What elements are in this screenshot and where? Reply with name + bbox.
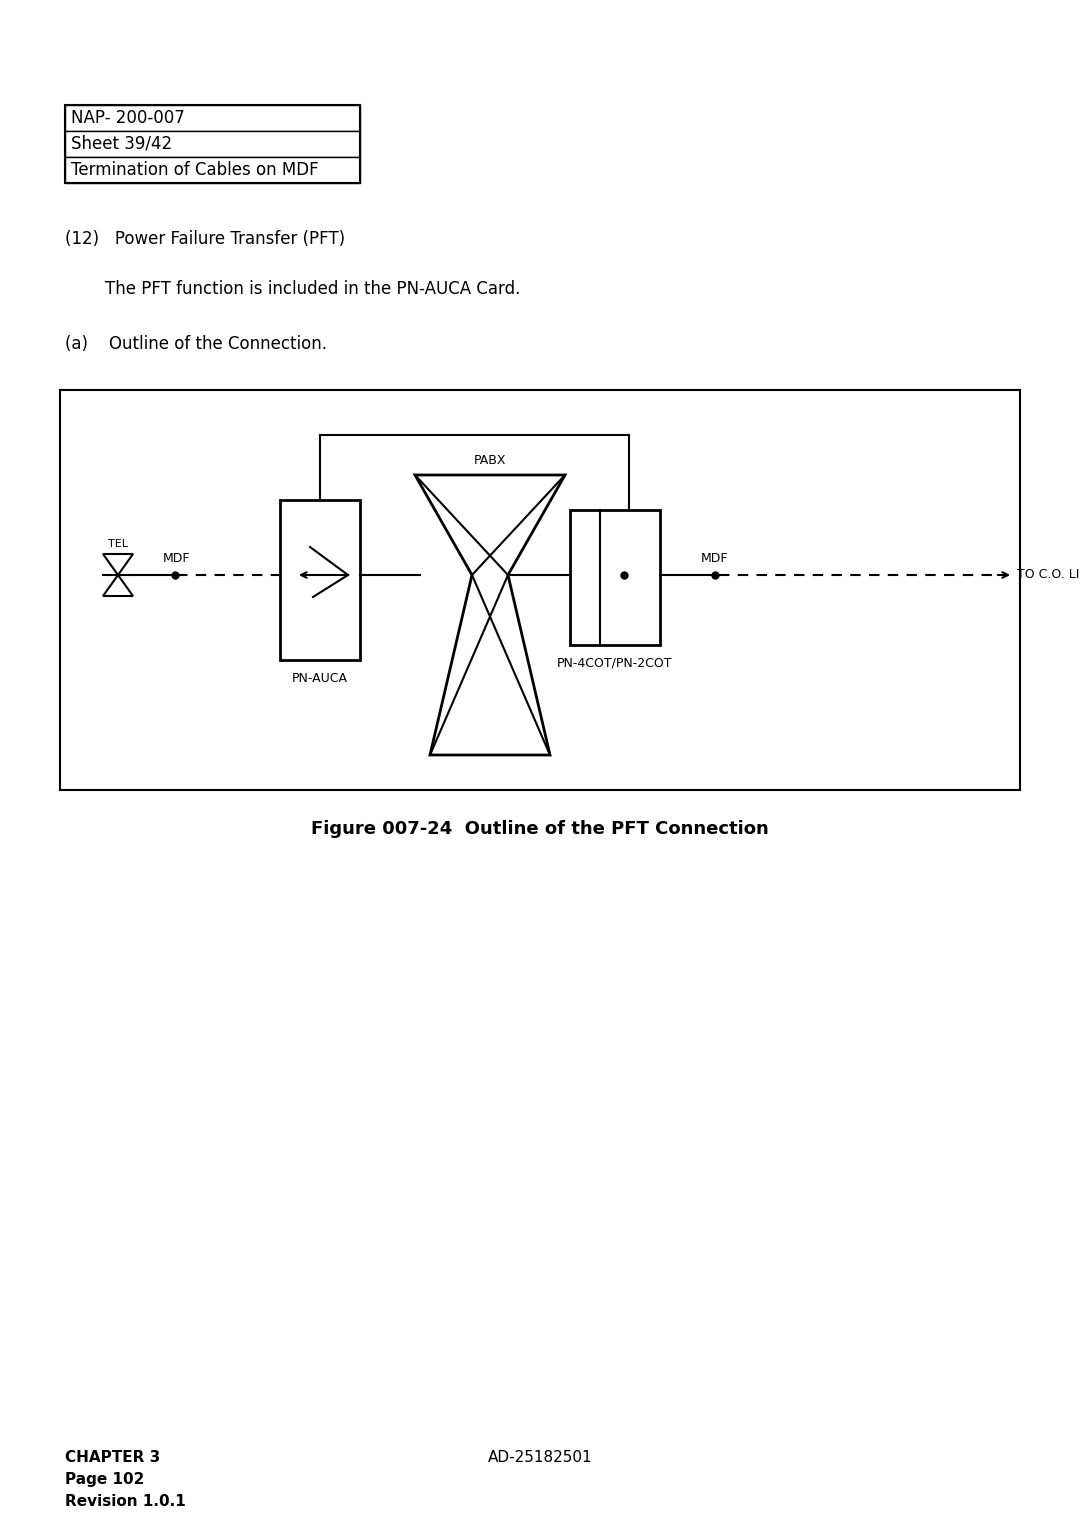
Polygon shape bbox=[103, 555, 133, 596]
Text: CHAPTER 3
Page 102
Revision 1.0.1: CHAPTER 3 Page 102 Revision 1.0.1 bbox=[65, 1450, 186, 1510]
Polygon shape bbox=[415, 475, 565, 755]
Bar bbox=[60, 390, 1020, 790]
Text: (a)    Outline of the Connection.: (a) Outline of the Connection. bbox=[65, 335, 327, 353]
Bar bbox=[65, 105, 360, 183]
Text: AD-25182501: AD-25182501 bbox=[488, 1450, 592, 1465]
Text: MDF: MDF bbox=[701, 552, 729, 565]
Text: Termination of Cables on MDF: Termination of Cables on MDF bbox=[71, 160, 319, 179]
Text: PABX: PABX bbox=[474, 454, 507, 468]
Bar bbox=[570, 510, 660, 645]
Bar bbox=[65, 157, 360, 183]
Text: TO C.O. LINE: TO C.O. LINE bbox=[1017, 568, 1080, 582]
Text: (12)   Power Failure Transfer (PFT): (12) Power Failure Transfer (PFT) bbox=[65, 231, 346, 248]
Bar bbox=[65, 131, 360, 157]
Bar bbox=[65, 105, 360, 131]
Bar bbox=[280, 500, 360, 660]
Text: PN-AUCA: PN-AUCA bbox=[292, 672, 348, 685]
Text: MDF: MDF bbox=[163, 552, 191, 565]
Text: The PFT function is included in the PN-AUCA Card.: The PFT function is included in the PN-A… bbox=[105, 280, 521, 298]
Text: PN-4COT/PN-2COT: PN-4COT/PN-2COT bbox=[557, 657, 673, 669]
Text: NAP- 200-007: NAP- 200-007 bbox=[71, 108, 185, 127]
Text: TEL: TEL bbox=[108, 539, 129, 549]
Text: Sheet 39/42: Sheet 39/42 bbox=[71, 134, 172, 153]
Text: Figure 007-24  Outline of the PFT Connection: Figure 007-24 Outline of the PFT Connect… bbox=[311, 821, 769, 837]
